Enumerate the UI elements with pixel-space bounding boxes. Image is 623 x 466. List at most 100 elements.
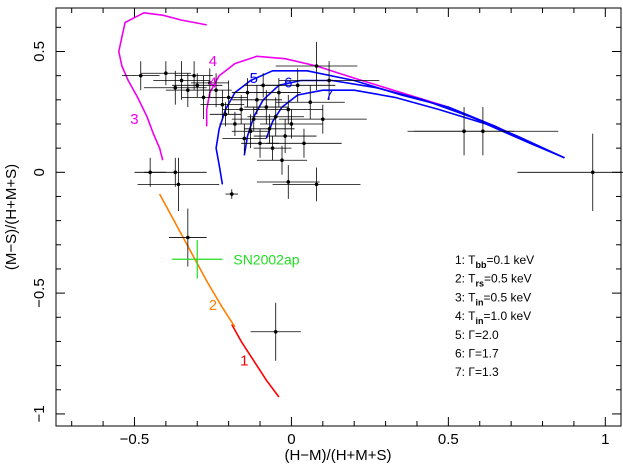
data-point xyxy=(231,114,270,149)
legend-subscript: rs xyxy=(475,279,484,289)
data-point xyxy=(244,114,295,144)
data-point xyxy=(253,119,317,153)
data-point xyxy=(134,157,166,187)
point-marker xyxy=(273,114,278,119)
point-marker xyxy=(164,71,168,76)
legend-symbol: 6: Γ xyxy=(455,347,475,361)
legend-symbol: 3: T xyxy=(455,290,476,304)
point-marker xyxy=(270,146,275,150)
curve-label: 7 xyxy=(325,87,333,104)
point-marker xyxy=(314,64,319,68)
data-point xyxy=(253,136,292,161)
x-tick-label: 0 xyxy=(287,431,295,448)
point-marker xyxy=(179,78,184,83)
sn2002ap-point: SN2002ap xyxy=(172,239,300,279)
model-curve-3 xyxy=(118,12,207,161)
point-marker xyxy=(229,192,234,196)
point-marker xyxy=(481,129,485,134)
point-marker xyxy=(264,105,269,109)
sn-label: SN2002ap xyxy=(233,251,299,267)
legend-symbol: 4: T xyxy=(455,309,476,323)
legend-entry: 2: Trs=0.5 keV xyxy=(455,272,532,289)
point-marker xyxy=(280,158,284,163)
point-marker xyxy=(214,88,218,92)
legend-subscript: in xyxy=(475,316,483,326)
curve-label: 6 xyxy=(284,75,292,92)
point-marker xyxy=(201,95,206,100)
legend-entry: 7: Γ=1.3 xyxy=(455,365,499,379)
x-tick-label: 0.5 xyxy=(438,431,459,448)
point-marker xyxy=(295,83,300,88)
point-marker xyxy=(186,235,190,240)
data-point xyxy=(275,85,345,120)
legend-value: =1.3 xyxy=(475,365,499,379)
data-point xyxy=(517,133,623,211)
point-marker xyxy=(308,100,313,105)
legend-entry: 6: Γ=1.7 xyxy=(455,347,499,361)
point-marker xyxy=(590,170,595,175)
point-marker xyxy=(286,180,291,184)
data-point xyxy=(190,68,229,98)
legend-subscript: bb xyxy=(475,260,486,270)
curve-label: 4 xyxy=(209,75,217,92)
axes: −0.5 0 0.5 1 0.5 0 −0.5 −1 xyxy=(31,8,621,448)
point-marker xyxy=(314,182,319,187)
curve-label: 2 xyxy=(209,297,217,314)
y-tick-label: 0.5 xyxy=(31,41,48,62)
legend-entry: 3: Tin=0.5 keV xyxy=(455,290,531,307)
data-point xyxy=(244,90,289,124)
data-point xyxy=(209,102,242,127)
data-point xyxy=(143,70,207,105)
point-marker xyxy=(220,102,225,107)
data-point xyxy=(272,167,361,202)
data-point xyxy=(225,189,239,199)
point-marker xyxy=(302,141,306,146)
point-marker xyxy=(286,107,291,112)
y-tick-label: −1 xyxy=(31,405,48,422)
data-point xyxy=(278,104,367,134)
point-marker xyxy=(186,88,190,92)
legend-value: =0.1 keV xyxy=(486,253,534,267)
point-marker xyxy=(173,170,178,175)
legend-symbol: 7: Γ xyxy=(455,365,475,379)
curve-label: 5 xyxy=(250,70,258,87)
data-point xyxy=(231,107,276,132)
point-marker xyxy=(226,95,231,100)
legend-entry: 4: Tin=1.0 keV xyxy=(455,309,531,326)
point-marker xyxy=(208,81,212,85)
data-point xyxy=(266,128,342,158)
point-marker xyxy=(176,182,181,187)
curve-label: 3 xyxy=(130,111,138,128)
point-marker xyxy=(192,73,196,78)
legend-value: =0.5 keV xyxy=(484,272,532,286)
data-point xyxy=(140,61,191,86)
point-marker xyxy=(327,78,331,83)
point-marker xyxy=(239,107,243,112)
point-marker xyxy=(255,98,259,102)
legend-value: =1.0 keV xyxy=(483,309,531,323)
y-tick-label: −0.5 xyxy=(31,278,48,308)
data-point xyxy=(247,97,304,137)
point-marker xyxy=(148,170,152,175)
x-tick-label: −0.5 xyxy=(120,431,150,448)
point-marker xyxy=(223,112,228,117)
data-point xyxy=(278,61,380,100)
data-point xyxy=(121,61,160,91)
data-point xyxy=(260,68,336,103)
x-tick-label: 1 xyxy=(601,431,609,448)
legend-subscript: in xyxy=(475,297,483,307)
data-point xyxy=(172,73,223,98)
point-marker xyxy=(277,90,281,95)
model-curve-1 xyxy=(231,324,280,398)
point-marker xyxy=(273,329,278,334)
point-marker xyxy=(258,141,262,146)
data-point xyxy=(137,157,220,211)
data-point xyxy=(256,145,308,175)
point-marker xyxy=(195,83,200,88)
curve-labels: 1 2 3 4 4 5 6 7 xyxy=(130,53,333,370)
model-curve-7 xyxy=(265,89,565,159)
data-point xyxy=(175,61,213,91)
data-point xyxy=(219,111,251,137)
